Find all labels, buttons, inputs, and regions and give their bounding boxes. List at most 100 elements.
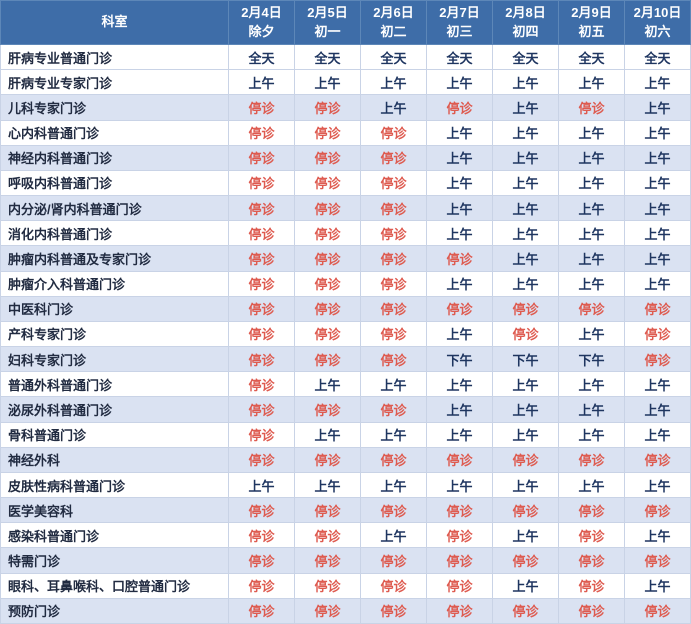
schedule-cell: 上午 — [360, 522, 427, 549]
schedule-cell: 停诊 — [360, 346, 427, 373]
schedule-cell: 全天 — [492, 43, 559, 71]
schedule-cell: 下午 — [558, 346, 625, 373]
date-header-cell: 2月6日 初二 — [360, 0, 427, 45]
schedule-cell: 上午 — [624, 572, 691, 599]
table-row: 神经内科普通门诊 停诊 停诊 停诊 上午 上午 上午 上午 — [0, 144, 691, 171]
schedule-cell: 上午 — [624, 270, 691, 297]
schedule-cell: 上午 — [492, 270, 559, 297]
dept-header-cell: 科室 — [0, 0, 229, 45]
schedule-cell: 上午 — [624, 396, 691, 423]
schedule-cell: 停诊 — [228, 220, 295, 247]
schedule-cell: 上午 — [558, 471, 625, 499]
dept-cell: 特需门诊 — [0, 547, 229, 574]
schedule-cell: 上午 — [492, 94, 559, 121]
schedule-cell: 停诊 — [294, 270, 361, 297]
schedule-cell: 上午 — [426, 371, 493, 398]
dept-cell: 儿科专家门诊 — [0, 94, 229, 121]
schedule-cell: 停诊 — [228, 119, 295, 146]
header-date: 2月6日 — [373, 5, 414, 21]
dept-cell: 肿瘤内科普通及专家门诊 — [0, 245, 229, 272]
schedule-cell: 上午 — [426, 471, 493, 499]
schedule-cell: 停诊 — [294, 320, 361, 348]
schedule-cell: 上午 — [558, 421, 625, 448]
schedule-cell: 停诊 — [294, 547, 361, 574]
schedule-cell: 上午 — [558, 144, 625, 171]
schedule-cell: 上午 — [426, 69, 493, 96]
header-day: 除夕 — [248, 23, 275, 39]
schedule-cell: 停诊 — [360, 396, 427, 423]
schedule-cell: 上午 — [426, 396, 493, 423]
schedule-cell: 停诊 — [360, 245, 427, 272]
schedule-cell: 停诊 — [624, 446, 691, 473]
schedule-cell: 停诊 — [228, 371, 295, 398]
schedule-cell: 上午 — [492, 144, 559, 171]
schedule-cell: 停诊 — [294, 94, 361, 121]
date-header-cell: 2月5日 初一 — [294, 0, 361, 45]
dept-cell: 妇科专家门诊 — [0, 346, 229, 373]
dept-cell: 感染科普通门诊 — [0, 522, 229, 549]
header-day: 初二 — [380, 23, 407, 39]
schedule-cell: 停诊 — [228, 547, 295, 574]
schedule-cell: 上午 — [624, 471, 691, 499]
table-row: 神经外科 停诊 停诊 停诊 停诊 停诊 停诊 停诊 — [0, 446, 691, 473]
schedule-cell: 上午 — [294, 471, 361, 499]
schedule-cell: 停诊 — [228, 144, 295, 171]
dept-cell: 消化内科普通门诊 — [0, 220, 229, 247]
schedule-cell: 上午 — [426, 195, 493, 222]
dept-cell: 产科专家门诊 — [0, 320, 229, 348]
table-row: 妇科专家门诊 停诊 停诊 停诊 下午 下午 下午 停诊 — [0, 346, 691, 373]
table-row: 泌尿外科普通门诊 停诊 停诊 停诊 上午 上午 上午 上午 — [0, 396, 691, 423]
schedule-cell: 停诊 — [294, 346, 361, 373]
schedule-cell: 上午 — [558, 396, 625, 423]
schedule-cell: 上午 — [426, 421, 493, 448]
schedule-cell: 停诊 — [294, 295, 361, 322]
schedule-cell: 停诊 — [294, 497, 361, 524]
schedule-cell: 上午 — [492, 119, 559, 146]
schedule-cell: 上午 — [360, 471, 427, 499]
schedule-cell: 停诊 — [228, 497, 295, 524]
date-header-cell: 2月9日 初五 — [558, 0, 625, 45]
schedule-cell: 全天 — [228, 43, 295, 71]
schedule-cell: 上午 — [558, 69, 625, 96]
header-date: 2月4日 — [241, 5, 282, 21]
table-row: 肿瘤介入科普通门诊 停诊 停诊 停诊 上午 上午 上午 上午 — [0, 270, 691, 297]
dept-cell: 神经外科 — [0, 446, 229, 473]
schedule-cell: 上午 — [558, 195, 625, 222]
schedule-cell: 上午 — [228, 471, 295, 499]
schedule-cell: 上午 — [360, 371, 427, 398]
schedule-cell: 停诊 — [360, 320, 427, 348]
schedule-cell: 上午 — [492, 396, 559, 423]
schedule-cell: 停诊 — [492, 295, 559, 322]
schedule-cell: 停诊 — [426, 572, 493, 599]
table-row: 肝病专业普通门诊 全天 全天 全天 全天 全天 全天 全天 — [0, 43, 691, 71]
schedule-cell: 停诊 — [426, 597, 493, 624]
schedule-cell: 停诊 — [426, 245, 493, 272]
schedule-cell: 全天 — [558, 43, 625, 71]
table-row: 产科专家门诊 停诊 停诊 停诊 上午 停诊 上午 停诊 — [0, 320, 691, 348]
dept-cell: 中医科门诊 — [0, 295, 229, 322]
schedule-cell: 停诊 — [426, 547, 493, 574]
table-row: 感染科普通门诊 停诊 停诊 上午 停诊 上午 停诊 上午 — [0, 522, 691, 549]
schedule-cell: 停诊 — [228, 396, 295, 423]
dept-cell: 医学美容科 — [0, 497, 229, 524]
schedule-cell: 停诊 — [492, 497, 559, 524]
table-row: 肿瘤内科普通及专家门诊 停诊 停诊 停诊 停诊 上午 上午 上午 — [0, 245, 691, 272]
schedule-cell: 停诊 — [558, 94, 625, 121]
schedule-cell: 停诊 — [360, 144, 427, 171]
schedule-cell: 上午 — [558, 119, 625, 146]
schedule-cell: 上午 — [426, 144, 493, 171]
schedule-cell: 全天 — [426, 43, 493, 71]
schedule-cell: 上午 — [294, 421, 361, 448]
header-day: 初四 — [512, 23, 539, 39]
schedule-cell: 上午 — [360, 421, 427, 448]
schedule-body: 肝病专业普通门诊 全天 全天 全天 全天 全天 全天 全天 肝病专业专家门诊 上午 上午 上午 上午 上午… — [0, 43, 691, 624]
date-header-cell: 2月10日 初六 — [624, 0, 691, 45]
dept-cell: 骨科普通门诊 — [0, 421, 229, 448]
schedule-cell: 上午 — [294, 69, 361, 96]
schedule-cell: 停诊 — [624, 346, 691, 373]
date-header-cell: 2月7日 初三 — [426, 0, 493, 45]
schedule-cell: 全天 — [294, 43, 361, 71]
schedule-cell: 上午 — [624, 69, 691, 96]
schedule-cell: 下午 — [426, 346, 493, 373]
